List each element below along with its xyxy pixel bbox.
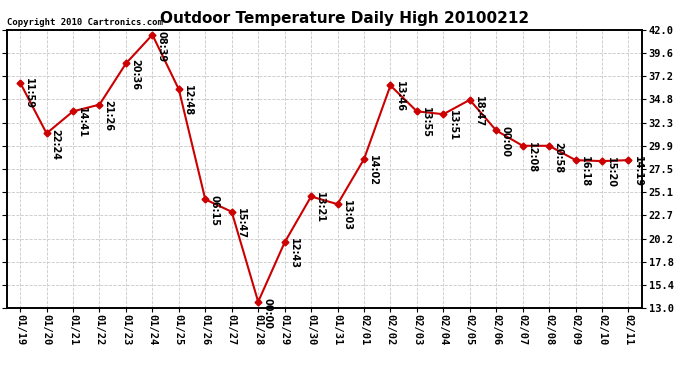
Text: 13:03: 13:03: [342, 200, 352, 231]
Text: 11:59: 11:59: [24, 78, 34, 110]
Text: 20:36: 20:36: [130, 59, 140, 90]
Text: 06:15: 06:15: [210, 195, 219, 226]
Text: Copyright 2010 Cartronics.com: Copyright 2010 Cartronics.com: [7, 18, 163, 27]
Text: 14:02: 14:02: [368, 155, 378, 186]
Text: 16:18: 16:18: [580, 156, 590, 187]
Text: 08:39: 08:39: [157, 31, 166, 62]
Text: Outdoor Temperature Daily High 20100212: Outdoor Temperature Daily High 20100212: [161, 11, 529, 26]
Text: 22:24: 22:24: [51, 129, 61, 160]
Text: 00:00: 00:00: [500, 126, 511, 157]
Text: 13:21: 13:21: [315, 192, 325, 224]
Text: 12:43: 12:43: [289, 238, 299, 269]
Text: 18:47: 18:47: [474, 96, 484, 127]
Text: 13:55: 13:55: [421, 107, 431, 138]
Text: 13:46: 13:46: [395, 81, 404, 112]
Text: 14:19: 14:19: [633, 156, 642, 187]
Text: 21:26: 21:26: [104, 100, 114, 132]
Text: 13:51: 13:51: [448, 110, 457, 141]
Text: 00:00: 00:00: [262, 298, 273, 328]
Text: 20:58: 20:58: [553, 142, 563, 173]
Text: 15:20: 15:20: [607, 157, 616, 188]
Text: 14:41: 14:41: [77, 107, 87, 138]
Text: 15:47: 15:47: [236, 208, 246, 238]
Text: 12:48: 12:48: [183, 85, 193, 116]
Text: 12:08: 12:08: [527, 142, 537, 173]
